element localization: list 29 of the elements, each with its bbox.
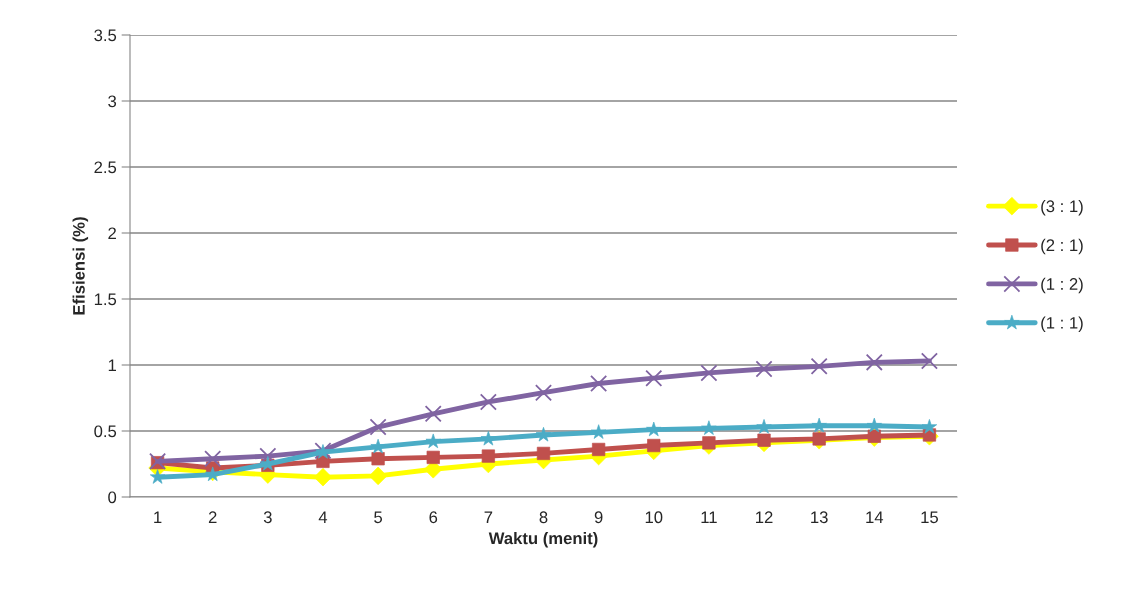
x-tick-label: 6 (429, 511, 438, 524)
x-tick-label: 13 (811, 511, 828, 524)
x-tick-label: 1 (154, 511, 162, 523)
x-tick-label: 4 (318, 511, 328, 523)
legend-label: (1 : 1) (1041, 316, 1083, 333)
y-tick-label: 3.5 (94, 29, 117, 42)
x-tick-label: 11 (701, 511, 717, 523)
y-tick-label: 0 (108, 491, 117, 504)
x-tick-label: 2 (208, 511, 217, 523)
x-tick-label: 14 (866, 511, 884, 523)
y-tick-label: 1.5 (94, 293, 117, 306)
y-tick-label: 2 (108, 227, 116, 240)
y-axis-title: Efisiensi (%) (72, 217, 89, 315)
x-tick-label: 15 (921, 511, 938, 524)
x-tick-label: 5 (374, 511, 383, 524)
x-tick-label: 3 (263, 511, 272, 524)
x-tick-label: 7 (484, 511, 493, 523)
x-axis-title: Waktu (menit) (488, 531, 598, 548)
legend-label: (1 : 2) (1041, 277, 1083, 294)
x-tick-label: 10 (645, 511, 663, 524)
y-tick-label: 1 (108, 359, 116, 372)
y-tick-label: 2.5 (94, 161, 117, 174)
y-tick-label: 0.5 (94, 425, 117, 438)
x-tick-label: 12 (756, 511, 773, 523)
y-tick-label: 3 (108, 95, 117, 108)
legend-label: (2 : 1) (1041, 238, 1083, 255)
x-tick-label: 8 (539, 511, 548, 524)
x-tick-label: 9 (594, 511, 603, 524)
legend-label: (3 : 1) (1041, 199, 1083, 216)
